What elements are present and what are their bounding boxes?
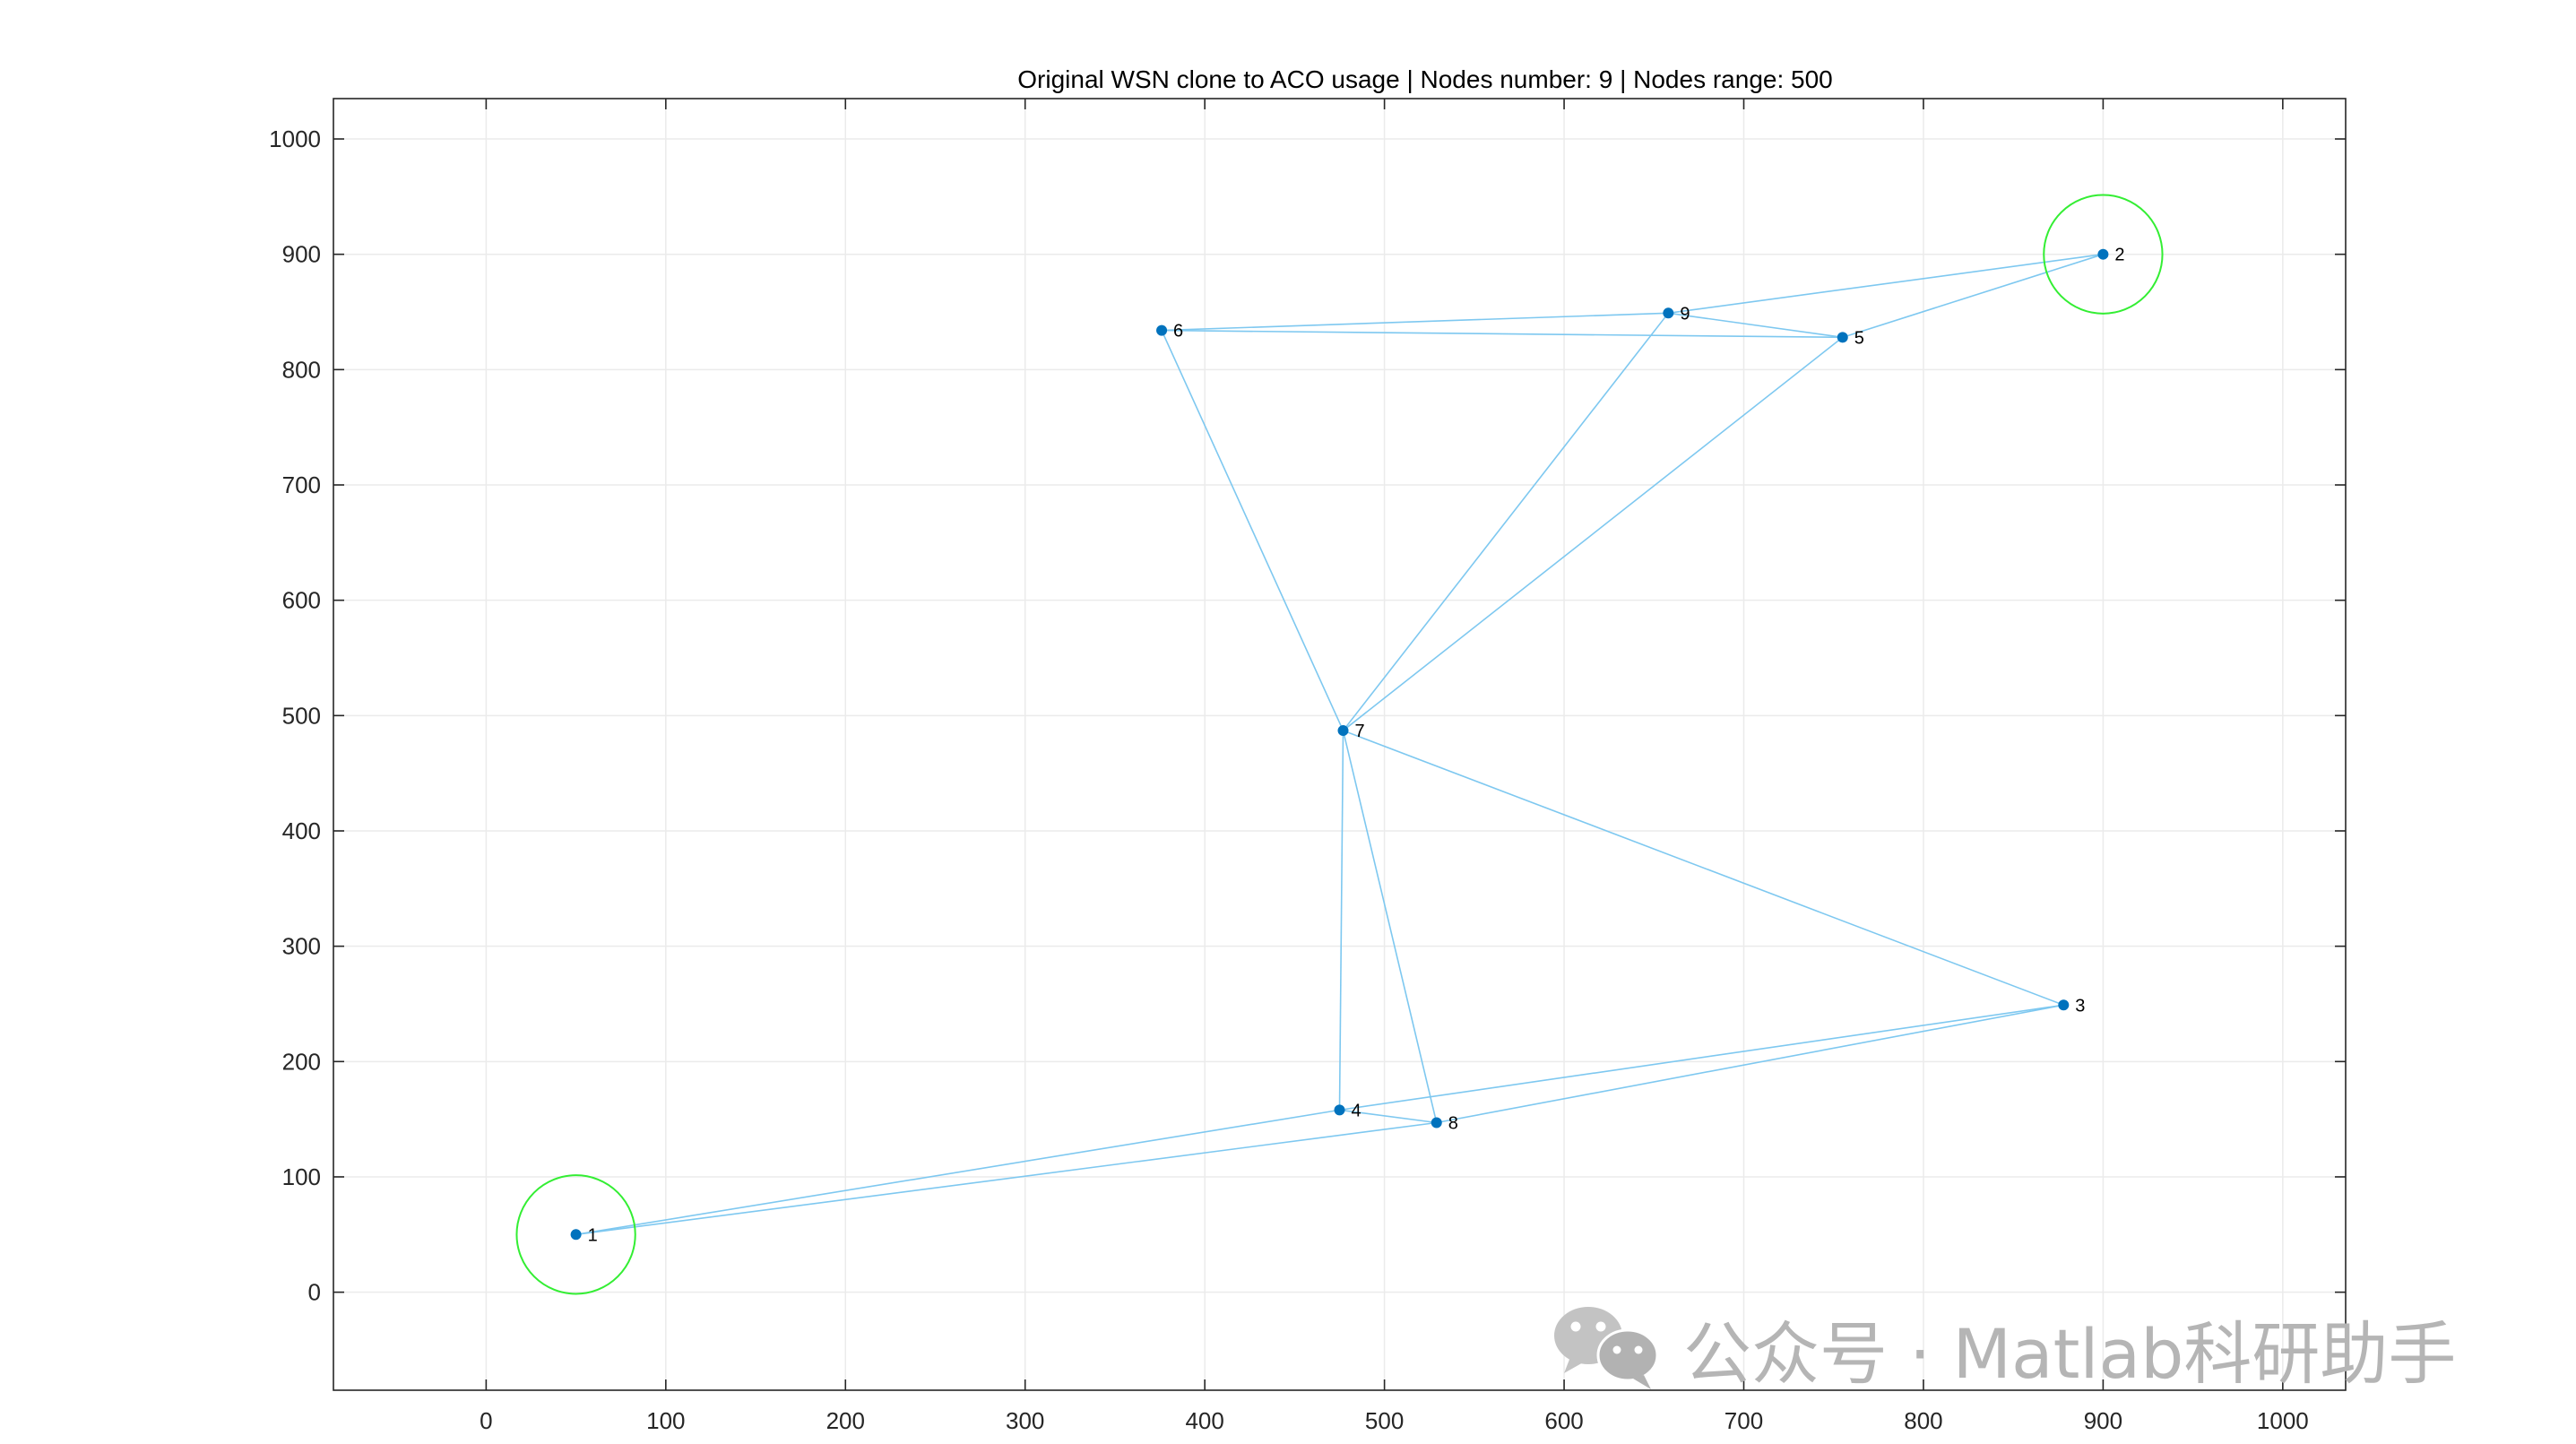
- y-tick-label: 800: [282, 356, 321, 383]
- node-label-6: 6: [1173, 322, 1183, 342]
- axes: [333, 98, 2347, 1391]
- node-label-7: 7: [1355, 722, 1365, 741]
- x-tick-label: 1000: [2257, 1407, 2309, 1434]
- edge-7-6: [1161, 330, 1344, 731]
- edge-7-5: [1343, 336, 1844, 731]
- plot-area: [333, 99, 2346, 1390]
- node-label-3: 3: [2075, 996, 2085, 1016]
- node-8: [1431, 1117, 1442, 1128]
- x-tick-label: 600: [1544, 1407, 1583, 1434]
- edge-6-9: [1162, 312, 1669, 332]
- node-label-1: 1: [588, 1225, 598, 1245]
- grid: [333, 99, 2346, 1390]
- edge-8-3: [1436, 1004, 2064, 1124]
- node-1: [570, 1229, 582, 1241]
- node-9: [1663, 307, 1674, 319]
- tick-labels: 0 100 200 300 400 500 600 700 800 900 1000 0 100 200 3…: [269, 125, 2309, 1434]
- range-circle-2: [2043, 194, 2164, 315]
- y-tick-label: 1000: [269, 125, 321, 152]
- node-label-2: 2: [2114, 246, 2124, 265]
- node-label-8: 8: [1448, 1114, 1458, 1134]
- range-circle-1: [515, 1174, 636, 1295]
- edge-4-7: [1338, 731, 1344, 1111]
- edge-9-5: [1668, 312, 1843, 339]
- axes-box: [333, 98, 2347, 1391]
- node-4: [1334, 1104, 1345, 1116]
- watermark-text: 公众号 · Matlab科研助手: [1683, 1314, 2456, 1394]
- x-tick-label: 200: [826, 1407, 865, 1434]
- watermark: 公众号 · Matlab科研助手: [1554, 1307, 2456, 1394]
- x-tick-label: 800: [1904, 1407, 1942, 1434]
- chart-title: Original WSN clone to ACO usage | Nodes …: [1017, 65, 1832, 93]
- wechat-icon: [1554, 1307, 1659, 1389]
- y-tick-label: 700: [282, 471, 321, 498]
- edge-1-4: [575, 1109, 1340, 1236]
- x-tick-label: 300: [1006, 1407, 1044, 1434]
- x-tick-label: 0: [480, 1407, 492, 1434]
- range-circles: [515, 194, 2164, 1295]
- node-label-4: 4: [1352, 1101, 1361, 1120]
- edge-1-8: [575, 1121, 1437, 1236]
- edge-7-9: [1342, 312, 1669, 731]
- node-2: [2097, 248, 2109, 260]
- y-tick-label: 500: [282, 702, 321, 729]
- y-tick-label: 100: [282, 1163, 321, 1190]
- x-tick-label: 500: [1365, 1407, 1404, 1434]
- node-3: [2058, 999, 2070, 1011]
- edge-4-3: [1339, 1004, 2064, 1111]
- edge-6-5: [1162, 329, 1843, 339]
- y-tick-label: 300: [282, 933, 321, 960]
- x-tick-label: 100: [646, 1407, 685, 1434]
- network-edges: [575, 253, 2104, 1236]
- edge-7-3: [1343, 730, 2064, 1007]
- edge-4-8: [1339, 1109, 1437, 1124]
- edge-5-2: [1842, 253, 2104, 339]
- y-tick-label: 900: [282, 241, 321, 268]
- node-label-9: 9: [1680, 304, 1690, 324]
- node-label-5: 5: [1854, 328, 1864, 348]
- network-nodes: 1 2 3 4 5 6 7 8 9: [570, 246, 2125, 1245]
- node-7: [1337, 725, 1349, 737]
- y-tick-label: 0: [308, 1279, 321, 1306]
- node-5: [1837, 332, 1848, 343]
- y-tick-label: 400: [282, 817, 321, 844]
- edge-8-7: [1342, 730, 1438, 1123]
- x-tick-label: 400: [1185, 1407, 1223, 1434]
- y-tick-label: 600: [282, 587, 321, 614]
- edge-9-2: [1668, 253, 2104, 315]
- x-tick-label: 900: [2084, 1407, 2122, 1434]
- x-tick-label: 700: [1725, 1407, 1763, 1434]
- y-tick-label: 200: [282, 1048, 321, 1075]
- node-6: [1156, 324, 1168, 336]
